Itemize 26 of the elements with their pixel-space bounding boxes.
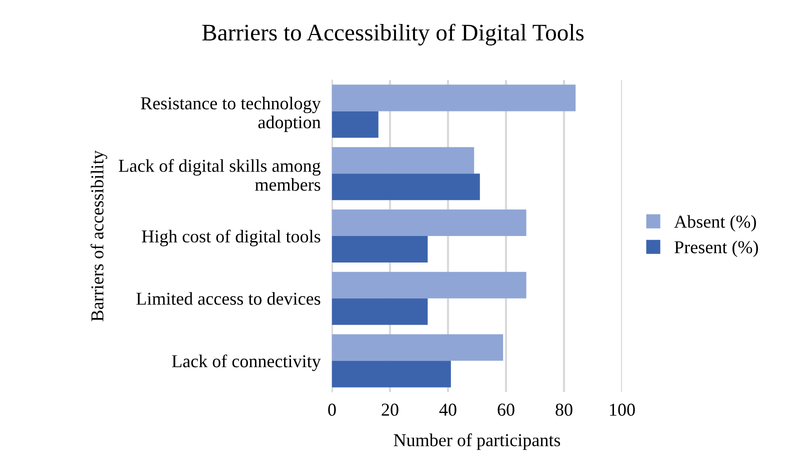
y-tick-label: High cost of digital tools <box>142 230 320 246</box>
bar <box>332 209 526 236</box>
y-tick-label: Lack of connectivity <box>172 354 321 372</box>
chart-title: Barriers to Accessibility of Digital Tools <box>202 24 584 46</box>
x-tick-label: 20 <box>382 404 398 416</box>
bar <box>332 174 480 200</box>
bar <box>332 298 428 325</box>
x-tick-label: 40 <box>439 404 456 416</box>
y-tick-label: Limited access to devices <box>136 292 320 305</box>
x-tick-label: 60 <box>498 404 514 416</box>
x-tick-label: 80 <box>556 404 572 416</box>
x-axis-title: Number of participants <box>394 433 560 450</box>
bar <box>332 360 451 388</box>
bar <box>332 272 526 298</box>
bar <box>332 147 474 174</box>
bar <box>332 236 428 263</box>
y-tick-label: Resistance to technology adoption <box>140 96 321 132</box>
y-axis-title: Barriers of accessibility <box>90 150 108 322</box>
bar <box>332 334 504 361</box>
x-tick-label: 0 <box>328 404 336 416</box>
legend-label: Present (%) <box>674 240 758 257</box>
legend-label: Absent (%) <box>674 215 756 232</box>
bar <box>332 84 576 112</box>
x-tick-label: 100 <box>610 404 635 416</box>
y-tick-label: Lack of digital skills among members <box>118 159 321 191</box>
bar <box>332 111 378 138</box>
